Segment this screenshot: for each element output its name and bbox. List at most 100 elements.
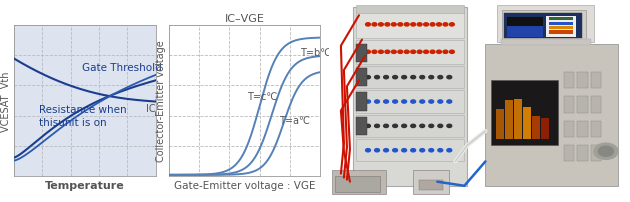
Text: Gate Threshold: Gate Threshold bbox=[82, 63, 162, 73]
Bar bbox=[502, 11, 587, 39]
Circle shape bbox=[417, 24, 422, 27]
Bar bbox=[486, 44, 618, 186]
Bar bbox=[549, 31, 573, 34]
Bar bbox=[564, 97, 575, 113]
Bar bbox=[549, 18, 573, 21]
Bar bbox=[491, 81, 558, 145]
X-axis label: Gate-Emitter voltage : VGE: Gate-Emitter voltage : VGE bbox=[174, 180, 315, 190]
Circle shape bbox=[379, 24, 383, 27]
Circle shape bbox=[411, 100, 416, 104]
Bar bbox=[356, 12, 464, 38]
Circle shape bbox=[417, 51, 422, 54]
Circle shape bbox=[594, 143, 618, 160]
Bar bbox=[335, 176, 380, 192]
Circle shape bbox=[375, 149, 379, 152]
Circle shape bbox=[402, 100, 406, 104]
Bar bbox=[356, 40, 464, 65]
Circle shape bbox=[438, 76, 443, 79]
Circle shape bbox=[449, 51, 454, 54]
Circle shape bbox=[420, 125, 425, 128]
Circle shape bbox=[424, 24, 428, 27]
Circle shape bbox=[447, 76, 452, 79]
Bar bbox=[577, 145, 588, 162]
Bar bbox=[507, 27, 542, 37]
Bar bbox=[356, 117, 367, 135]
Bar bbox=[419, 180, 444, 190]
Circle shape bbox=[447, 125, 452, 128]
Circle shape bbox=[384, 100, 389, 104]
Circle shape bbox=[398, 51, 403, 54]
Circle shape bbox=[379, 51, 383, 54]
Circle shape bbox=[438, 100, 443, 104]
Bar bbox=[541, 119, 549, 139]
Bar bbox=[356, 67, 464, 89]
Circle shape bbox=[365, 76, 370, 79]
Circle shape bbox=[365, 51, 370, 54]
Text: T=a℃: T=a℃ bbox=[279, 116, 310, 125]
Circle shape bbox=[402, 149, 406, 152]
Circle shape bbox=[384, 125, 389, 128]
Bar bbox=[505, 101, 513, 139]
Circle shape bbox=[449, 24, 454, 27]
Circle shape bbox=[429, 125, 433, 128]
Circle shape bbox=[375, 100, 379, 104]
Bar bbox=[591, 73, 602, 89]
Text: IC: IC bbox=[146, 103, 156, 114]
Circle shape bbox=[411, 149, 416, 152]
Bar bbox=[577, 121, 588, 137]
Bar bbox=[591, 145, 602, 162]
Circle shape bbox=[438, 125, 443, 128]
Circle shape bbox=[365, 149, 370, 152]
Bar bbox=[353, 8, 467, 186]
Circle shape bbox=[429, 76, 433, 79]
Bar bbox=[591, 97, 602, 113]
Bar bbox=[503, 14, 582, 38]
Bar bbox=[356, 93, 367, 111]
Circle shape bbox=[365, 100, 370, 104]
Bar bbox=[356, 44, 367, 63]
Bar bbox=[523, 108, 530, 139]
Bar bbox=[546, 17, 576, 37]
Bar bbox=[549, 22, 573, 25]
Circle shape bbox=[365, 24, 370, 27]
Bar bbox=[356, 6, 464, 14]
Bar bbox=[507, 18, 542, 27]
Circle shape bbox=[392, 76, 398, 79]
Circle shape bbox=[385, 51, 390, 54]
Circle shape bbox=[372, 51, 377, 54]
Y-axis label: VCESAT  Vth: VCESAT Vth bbox=[1, 71, 11, 131]
Circle shape bbox=[392, 125, 398, 128]
Bar bbox=[564, 73, 575, 89]
Circle shape bbox=[404, 24, 409, 27]
Circle shape bbox=[420, 149, 425, 152]
Circle shape bbox=[424, 51, 428, 54]
Bar bbox=[577, 97, 588, 113]
X-axis label: Temperature: Temperature bbox=[45, 180, 125, 190]
Bar bbox=[564, 121, 575, 137]
Circle shape bbox=[430, 24, 435, 27]
Text: T=c℃: T=c℃ bbox=[248, 92, 278, 101]
Circle shape bbox=[372, 24, 377, 27]
Circle shape bbox=[447, 149, 452, 152]
Circle shape bbox=[365, 125, 370, 128]
Circle shape bbox=[385, 24, 390, 27]
Circle shape bbox=[411, 125, 416, 128]
Bar bbox=[496, 109, 503, 139]
Circle shape bbox=[420, 76, 425, 79]
Bar bbox=[495, 85, 555, 141]
Bar bbox=[549, 27, 573, 30]
Bar bbox=[577, 73, 588, 89]
Circle shape bbox=[402, 125, 406, 128]
Circle shape bbox=[443, 24, 448, 27]
Circle shape bbox=[429, 149, 433, 152]
Bar bbox=[332, 170, 386, 194]
Circle shape bbox=[392, 149, 398, 152]
Bar bbox=[564, 145, 575, 162]
Circle shape bbox=[398, 24, 403, 27]
Bar bbox=[500, 39, 591, 45]
Circle shape bbox=[404, 51, 409, 54]
Circle shape bbox=[411, 24, 416, 27]
Bar bbox=[413, 170, 449, 194]
Title: IC–VGE: IC–VGE bbox=[224, 14, 265, 24]
Y-axis label: Collector-Emitter voltage: Collector-Emitter voltage bbox=[156, 40, 166, 162]
